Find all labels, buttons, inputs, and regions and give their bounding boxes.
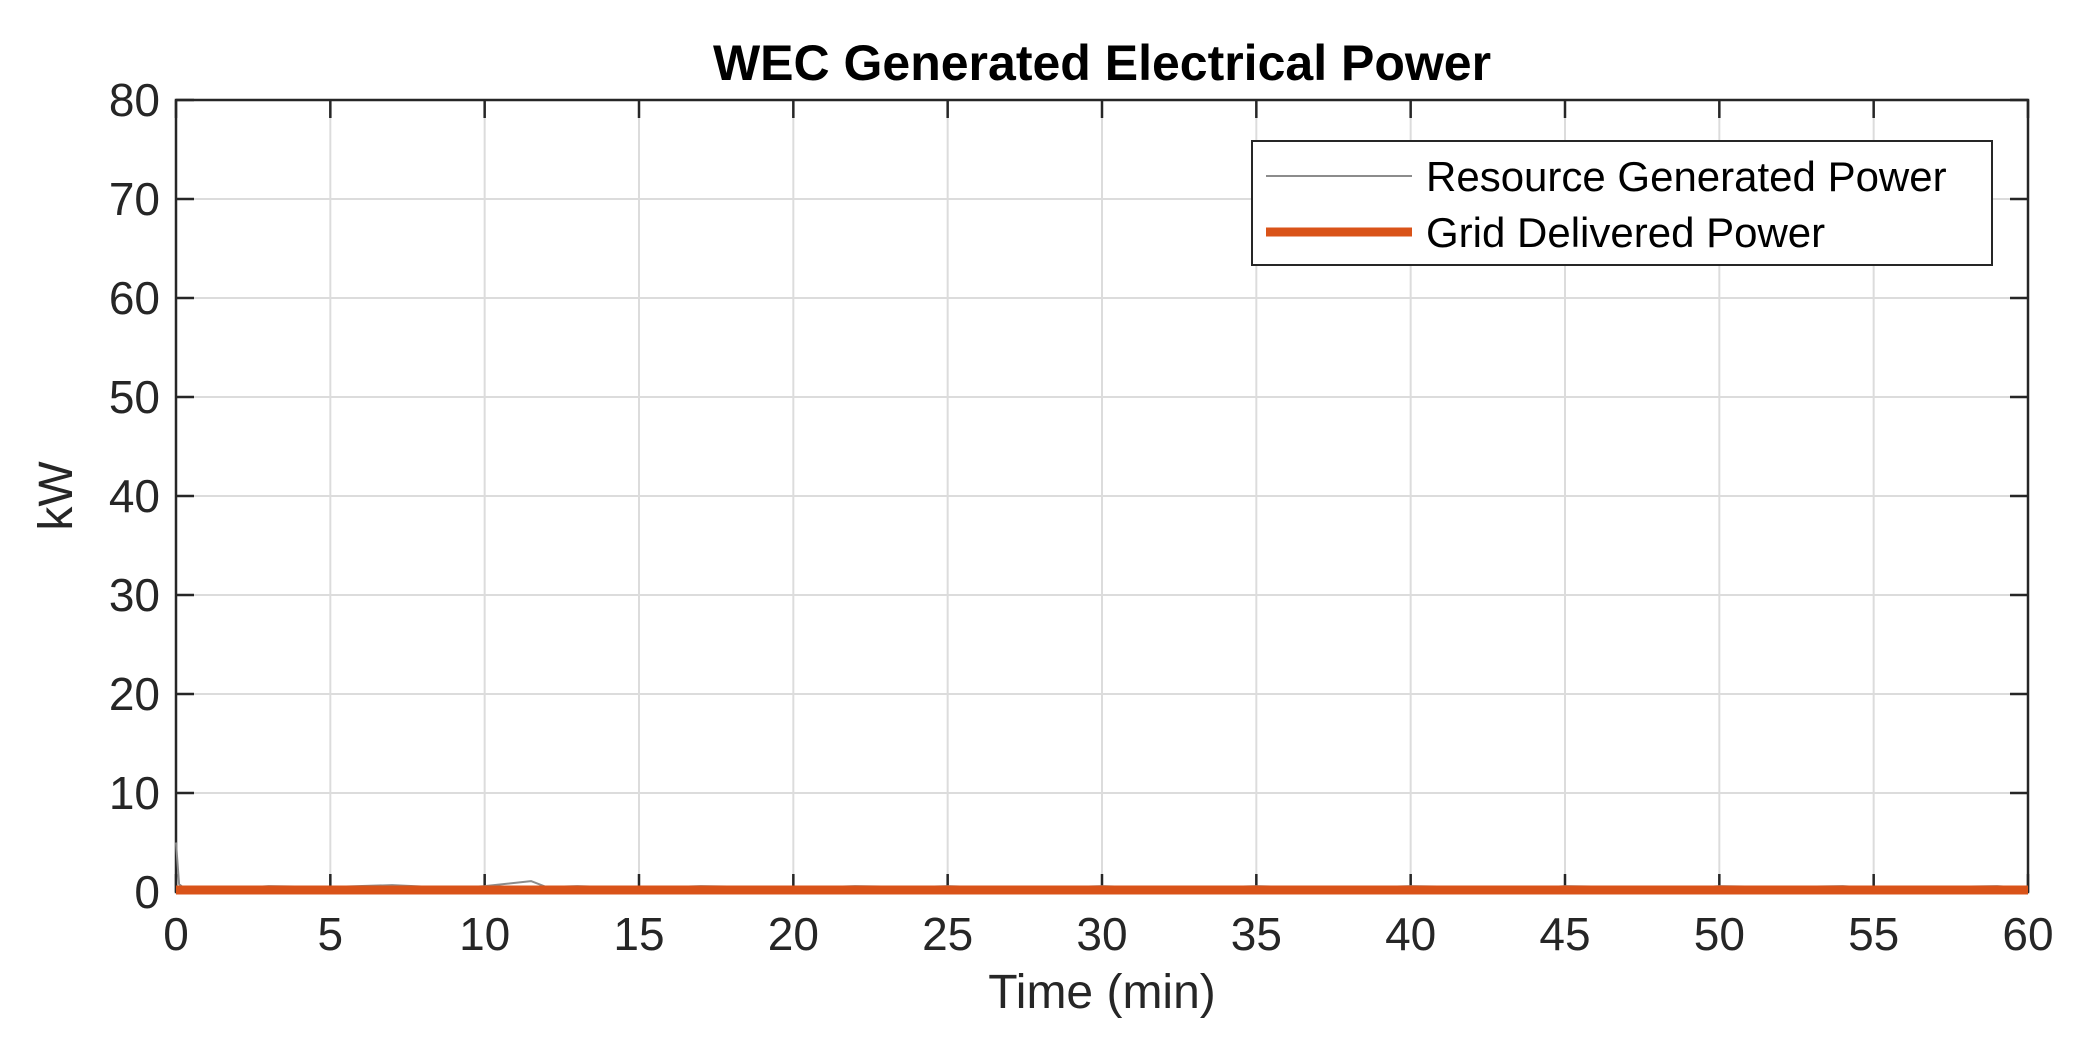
legend-box	[1251, 140, 1993, 266]
chart-title: WEC Generated Electrical Power	[713, 35, 1491, 91]
x-tick-label: 25	[922, 908, 973, 960]
x-tick-label: 0	[163, 908, 189, 960]
x-tick-label: 50	[1694, 908, 1745, 960]
x-tick-label: 35	[1231, 908, 1282, 960]
x-tick-label: 15	[613, 908, 664, 960]
y-axis-title: kW	[30, 461, 83, 531]
y-tick-label: 70	[109, 173, 160, 225]
legend-label-grid-delivered-power: Grid Delivered Power	[1426, 209, 1825, 256]
x-axis-title: Time (min)	[988, 966, 1216, 1019]
x-tick-label: 20	[768, 908, 819, 960]
y-tick-label: 50	[109, 371, 160, 423]
y-tick-label: 30	[109, 569, 160, 621]
y-tick-label: 80	[109, 74, 160, 126]
series-layer	[175, 842, 2029, 895]
y-tick-label: 40	[109, 470, 160, 522]
tick-label-layer: 0 5 10 15 20 25 30 35 40 45 50 55 60 0 10 20 30 40 50 60 70 8…	[109, 74, 2054, 960]
x-tick-label: 30	[1076, 908, 1127, 960]
legend: Resource Generated Power Grid Delivered …	[1251, 140, 1993, 266]
x-tick-label: 10	[459, 908, 510, 960]
x-tick-label: 55	[1848, 908, 1899, 960]
y-tick-label: 20	[109, 668, 160, 720]
x-tick-label: 5	[318, 908, 344, 960]
x-tick-label: 45	[1539, 908, 1590, 960]
y-tick-label: 10	[109, 767, 160, 819]
y-tick-label: 0	[134, 866, 160, 918]
y-tick-label: 60	[109, 272, 160, 324]
x-tick-label: 60	[2002, 908, 2053, 960]
x-tick-label: 40	[1385, 908, 1436, 960]
legend-label-resource-generated-power: Resource Generated Power	[1426, 153, 1947, 200]
